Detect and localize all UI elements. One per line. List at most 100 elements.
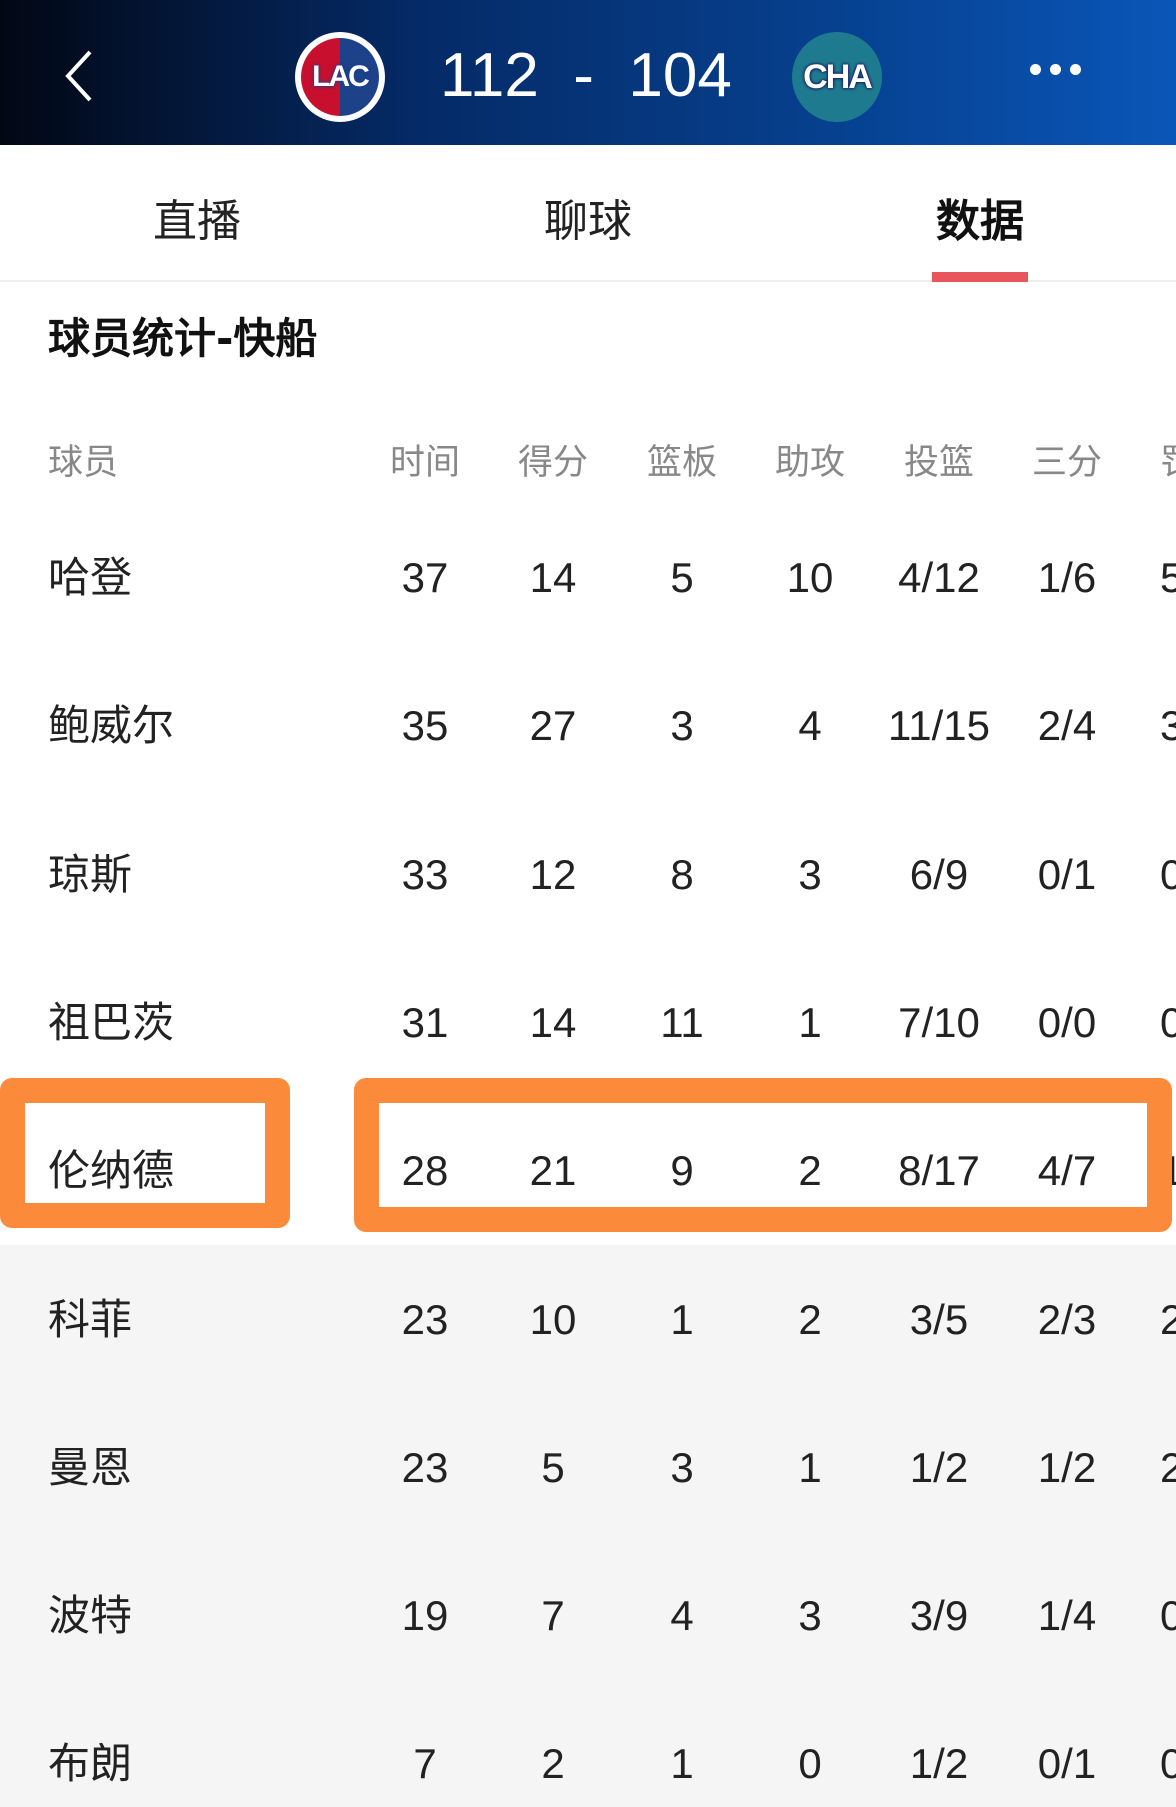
stat-cell: 1/4 <box>1037 1592 1097 1640</box>
stat-cell: 4/7 <box>1037 1147 1097 1195</box>
stat-cell: 得分 <box>517 443 588 483</box>
section-title: 球员统计-快船 <box>48 314 318 363</box>
stat-cell: 9 <box>670 1147 694 1195</box>
stat-cell: 11/15 <box>888 702 990 750</box>
stat-cell: 3 <box>798 850 822 898</box>
gray-background <box>0 1245 1176 1807</box>
clipped-stat-cell: 0 <box>1160 850 1176 898</box>
player-name: 球员 <box>48 443 119 483</box>
chevron-left-icon[interactable] <box>58 46 108 106</box>
more-dots-icon[interactable] <box>1030 64 1090 84</box>
tab-chat[interactable]: 聊球 <box>544 196 632 247</box>
table-row[interactable]: 鲍威尔 35 27 3 4 11/15 2/4 3 <box>0 686 1176 766</box>
stat-cell: 4 <box>670 1592 694 1640</box>
stat-cell: 4 <box>798 702 822 750</box>
stat-cell: 7 <box>413 1740 437 1788</box>
stat-cell: 助攻 <box>774 443 845 483</box>
stat-cell: 2/3 <box>1037 1295 1097 1343</box>
stat-cell: 3 <box>670 702 694 750</box>
player-name: 波特 <box>48 1591 133 1641</box>
stat-cell: 28 <box>401 1147 449 1195</box>
table-row[interactable]: 琼斯 33 12 8 3 6/9 0/1 0 <box>0 835 1176 915</box>
stat-cell: 19 <box>401 1592 449 1640</box>
stat-cell: 11 <box>660 998 704 1046</box>
clipped-stat-cell: 2 <box>1160 1443 1176 1491</box>
stat-cell: 35 <box>401 702 449 750</box>
tab-bar: 直播 聊球 数据 <box>0 145 1176 282</box>
stat-cell: 1 <box>798 998 822 1046</box>
stat-cell: 1/2 <box>909 1443 969 1491</box>
stat-cell: 8/17 <box>898 1147 980 1195</box>
stat-cell: 37 <box>401 554 449 601</box>
player-name: 曼恩 <box>48 1442 133 1492</box>
score: 112 - 104 <box>440 41 732 110</box>
player-name: 伦纳德 <box>48 1146 175 1196</box>
stat-cell: 1/2 <box>909 1740 969 1788</box>
table-row[interactable]: 科菲 23 10 1 2 3/5 2/3 2 <box>0 1280 1176 1360</box>
player-name: 哈登 <box>48 553 133 602</box>
table-row[interactable]: 伦纳德 28 21 9 2 8/17 4/7 1 <box>0 1131 1176 1211</box>
stat-cell: 0/1 <box>1037 1740 1097 1788</box>
table-row[interactable]: 祖巴茨 31 14 11 1 7/10 0/0 0 <box>0 983 1176 1063</box>
highlight-box-name <box>0 1078 290 1228</box>
stat-cell: 14 <box>529 998 577 1046</box>
active-tab-indicator <box>932 272 1028 282</box>
stat-cell: 12 <box>529 850 577 898</box>
tab-live[interactable]: 直播 <box>153 196 241 247</box>
player-name: 布朗 <box>48 1739 133 1789</box>
stat-cell: 10 <box>786 554 834 601</box>
stat-cell: 7/10 <box>898 998 980 1046</box>
clipped-stat-cell: 0 <box>1160 1740 1176 1788</box>
clipped-stat-cell: 2 <box>1160 1295 1176 1343</box>
stat-cell: 33 <box>401 850 449 898</box>
stat-cell: 2/4 <box>1037 702 1097 750</box>
table-row[interactable]: 曼恩 23 5 3 1 1/2 1/2 2 <box>0 1428 1176 1508</box>
stat-cell: 时间 <box>389 443 460 483</box>
stat-cell: 2 <box>541 1740 565 1788</box>
clipped-stat-cell: 0 <box>1160 1592 1176 1640</box>
stat-cell: 5 <box>670 554 694 601</box>
stat-cell: 1 <box>670 1740 694 1788</box>
stat-cell: 23 <box>401 1295 449 1343</box>
home-team-logo[interactable]: LAC <box>295 32 385 122</box>
stat-cell: 3 <box>670 1443 694 1491</box>
stat-cell: 23 <box>401 1443 449 1491</box>
stat-cell: 2 <box>798 1295 822 1343</box>
stat-cell: 2 <box>798 1147 822 1195</box>
player-name: 琼斯 <box>48 849 133 899</box>
clipped-stat-cell: 罚 <box>1160 423 1176 503</box>
stat-cell: 6/9 <box>909 850 969 898</box>
stat-cell: 0 <box>798 1740 822 1788</box>
stat-cell: 8 <box>670 850 694 898</box>
stat-cell: 3/5 <box>909 1295 969 1343</box>
table-row[interactable]: 波特 19 7 4 3 3/9 1/4 0 <box>0 1576 1176 1656</box>
player-name: 祖巴茨 <box>48 997 175 1047</box>
clipped-stat-cell: 0 <box>1160 998 1176 1046</box>
clipped-stat-cell: 5 <box>1160 554 1176 601</box>
table-row[interactable]: 布朗 7 2 1 0 1/2 0/1 0 <box>0 1724 1176 1804</box>
stat-cell: 三分 <box>1031 443 1102 483</box>
stat-cell: 投篮 <box>903 443 974 483</box>
stat-cell: 0/0 <box>1037 998 1097 1046</box>
stat-cell: 3/9 <box>909 1592 969 1640</box>
tab-stats[interactable]: 数据 <box>936 196 1024 247</box>
stat-cell: 14 <box>529 554 577 601</box>
clipped-stat-cell: 3 <box>1160 702 1176 750</box>
stat-cell: 10 <box>529 1295 577 1343</box>
table-header: 球员 时间 得分 篮板 助攻 投篮 三分 罚 <box>0 423 1176 503</box>
stat-cell: 1 <box>670 1295 694 1343</box>
stat-cell: 21 <box>529 1147 577 1195</box>
stat-cell: 0/1 <box>1037 850 1097 898</box>
highlight-box-stats <box>354 1078 1172 1232</box>
game-header: LAC 112 - 104 CHA <box>0 0 1176 145</box>
stat-cell: 3 <box>798 1592 822 1640</box>
stat-cell: 4/12 <box>898 554 980 601</box>
away-team-logo[interactable]: CHA <box>792 32 882 122</box>
stat-cell: 篮板 <box>646 443 717 483</box>
table-row[interactable]: 哈登 37 14 5 10 4/12 1/6 5 <box>0 538 1176 618</box>
stat-cell: 27 <box>529 702 577 750</box>
stat-cell: 7 <box>541 1592 565 1640</box>
stat-cell: 1/6 <box>1037 554 1097 601</box>
stat-cell: 5 <box>541 1443 565 1491</box>
stat-cell: 1/2 <box>1037 1443 1097 1491</box>
